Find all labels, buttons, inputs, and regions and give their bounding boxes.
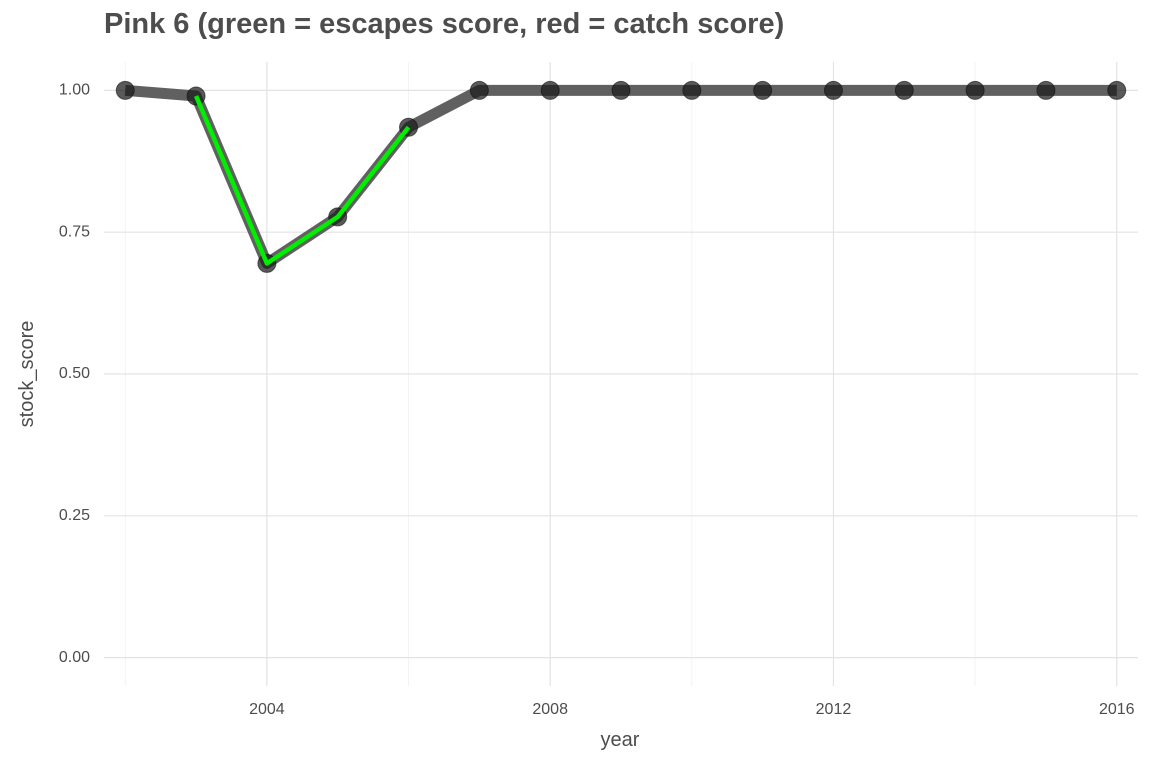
axis-ticks: 2004 2008 2012 2016 0.00 0.25 0.50 0.75 1.00 [59, 82, 1135, 718]
y-tick-label: 1.00 [59, 82, 90, 99]
y-tick-label: 0.00 [59, 649, 90, 666]
data-point [753, 80, 773, 100]
x-tick-label: 2016 [1099, 701, 1135, 718]
data-point [894, 80, 914, 100]
y-tick-label: 0.75 [59, 223, 90, 240]
data-point [1036, 80, 1056, 100]
data-point [469, 80, 489, 100]
y-axis-label: stock_score [16, 321, 38, 428]
series-line-stock-score [124, 84, 1117, 269]
y-tick-label: 0.50 [59, 365, 90, 382]
series-line-escapes-score [193, 95, 411, 266]
data-point [965, 80, 985, 100]
grid [104, 62, 1138, 686]
x-axis-label: year [601, 729, 640, 751]
data-point [823, 80, 843, 100]
data-point [115, 80, 135, 100]
chart-marks [115, 80, 1127, 273]
x-tick-label: 2004 [249, 701, 285, 718]
x-tick-label: 2012 [816, 701, 852, 718]
x-tick-label: 2008 [532, 701, 568, 718]
data-point [682, 80, 702, 100]
chart-title: Pink 6 (green = escapes score, red = cat… [104, 8, 785, 40]
y-tick-label: 0.25 [59, 507, 90, 524]
data-point [1107, 80, 1127, 100]
data-point [611, 80, 631, 100]
data-point [540, 80, 560, 100]
